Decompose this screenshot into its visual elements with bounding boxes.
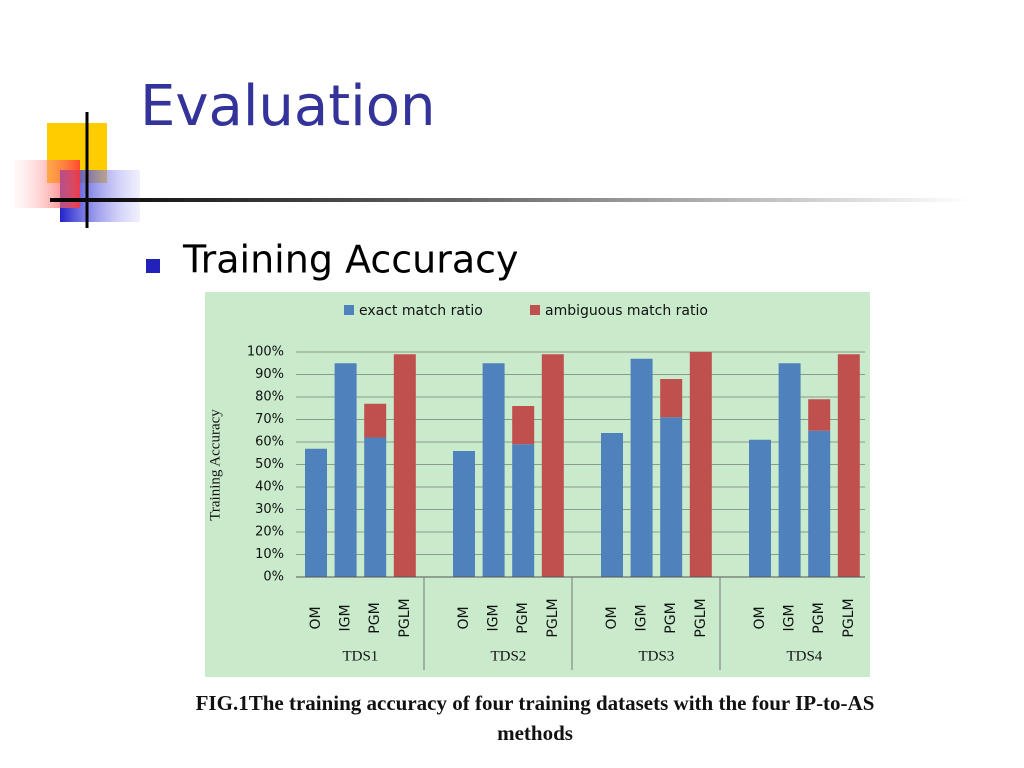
group-label: TDS1 — [342, 648, 378, 664]
bar-segment — [808, 399, 831, 431]
bar-segment — [393, 354, 416, 577]
y-tick-label: 20% — [255, 525, 284, 540]
x-tick-label: PGM — [515, 602, 531, 633]
bar-segment — [364, 403, 387, 438]
y-tick-label: 0% — [263, 570, 284, 585]
x-tick-label: OM — [456, 606, 472, 629]
bar-segment — [364, 437, 387, 577]
x-tick-label: IGM — [486, 604, 502, 631]
bar-segment — [512, 406, 535, 445]
x-tick-label: PGLM — [397, 598, 413, 637]
y-tick-label: 40% — [255, 480, 284, 495]
y-tick-label: 70% — [255, 412, 284, 427]
bar-segment — [660, 417, 683, 577]
bar-segment — [541, 354, 564, 577]
bar-segment — [837, 354, 860, 577]
x-tick-label: OM — [604, 606, 620, 629]
bar-segment — [808, 430, 831, 577]
bar-segment — [334, 363, 357, 577]
x-tick-label: PGLM — [545, 598, 561, 637]
x-tick-label: OM — [752, 606, 768, 629]
group-label: TDS4 — [786, 648, 822, 664]
group-label: TDS3 — [638, 648, 674, 664]
bar-segment — [305, 448, 327, 577]
y-tick-label: 30% — [255, 502, 284, 517]
group-label: TDS2 — [490, 648, 526, 664]
chart: 0% 10% 20% 30% 40% 50% 60% 70% 80% 90% 100% Trainin… — [207, 303, 865, 670]
legend-swatch — [344, 305, 354, 315]
bullet-marker — [146, 259, 160, 273]
legend-swatch — [530, 305, 540, 315]
x-tick-label: IGM — [338, 604, 354, 631]
y-tick-label: 100% — [247, 345, 284, 360]
bar-segment — [660, 379, 683, 418]
x-tick-label: PGLM — [841, 598, 857, 637]
bullet-text: Training Accuracy — [182, 238, 519, 282]
legend-label: exact match ratio — [359, 303, 483, 319]
x-tick-label: PGM — [663, 602, 679, 633]
bar-segment — [778, 363, 801, 577]
figure-caption: FIG.1The training accuracy of four train… — [195, 691, 875, 745]
x-tick-label: PGLM — [693, 598, 709, 637]
y-tick-label: 60% — [255, 435, 284, 450]
bar-segment — [630, 358, 653, 577]
x-tick-label: IGM — [782, 604, 798, 631]
y-tick-label: 80% — [255, 390, 284, 405]
bar-segment — [482, 363, 505, 577]
bar-segment — [512, 444, 535, 577]
x-tick-label: PGM — [811, 602, 827, 633]
y-tick-label: 90% — [255, 367, 284, 382]
bar-segment — [689, 352, 712, 577]
bar-segment — [453, 451, 475, 577]
bar-segment — [601, 433, 623, 577]
x-tick-label: PGM — [367, 602, 383, 633]
title-rule — [50, 198, 970, 202]
x-tick-label: OM — [308, 606, 324, 629]
y-axis-label: Training Accuracy — [207, 409, 223, 521]
slide-title: Evaluation — [140, 74, 435, 139]
legend-label: ambiguous match ratio — [545, 303, 708, 319]
bar-segment — [749, 439, 771, 577]
x-tick-label: IGM — [634, 604, 650, 631]
y-tick-label: 10% — [255, 547, 284, 562]
y-tick-label: 50% — [255, 457, 284, 472]
